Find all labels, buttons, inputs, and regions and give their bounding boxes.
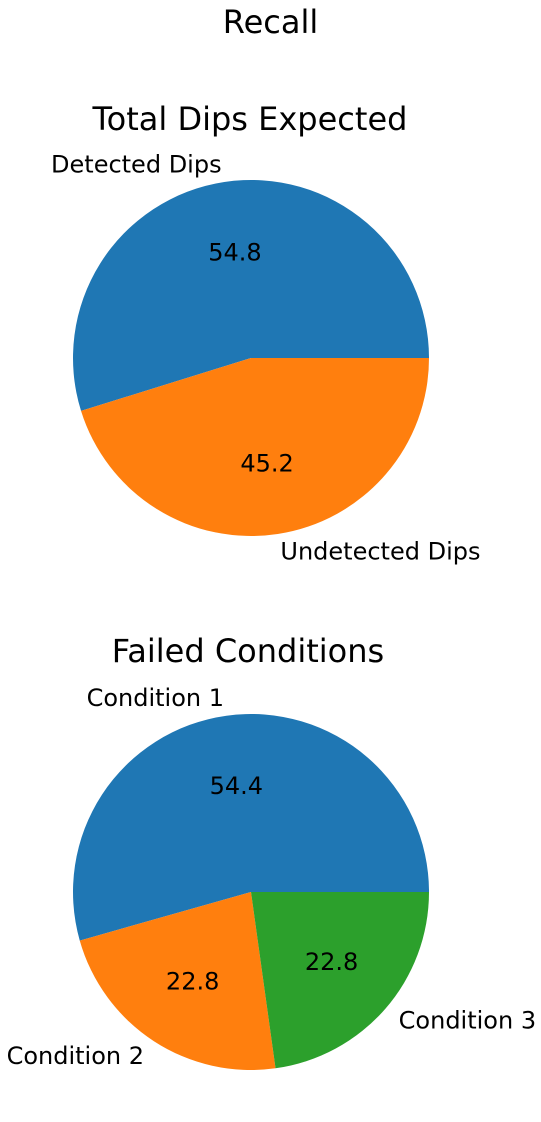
pie-category-label: Condition 1: [87, 684, 224, 712]
pie-labels: 54.4 Condition 1 22.8 Condition 2 22.8 Condit…: [7, 684, 537, 1070]
pie-percent-label: 22.8: [305, 948, 358, 976]
pie-slice-undetected-dips: [81, 358, 429, 536]
pie-labels: 54.8 Detected Dips 45.2 Undetected Dips: [51, 150, 480, 565]
pie-slice-detected-dips: [72, 179, 430, 411]
chart-title: Failed Conditions: [112, 632, 384, 670]
pie-chart-failed-conditions: Failed Conditions 54.4 Condition 1 22.8 Con…: [7, 632, 537, 1070]
pie-category-label: Condition 2: [7, 1042, 144, 1070]
pie-slice-condition-2: [79, 892, 276, 1070]
pie-percent-label: 54.4: [210, 772, 263, 800]
pie-slice-condition-1: [73, 714, 429, 941]
pie-category-label: Condition 3: [399, 1007, 536, 1035]
figure-title: Recall: [222, 3, 319, 41]
pie-slices: [73, 714, 429, 1070]
pie-chart-total-dips: Total Dips Expected 54.8 Detected Dips 45.…: [51, 100, 480, 566]
chart-title: Total Dips Expected: [92, 100, 408, 138]
pie-slice-condition-3: [251, 892, 429, 1069]
pie-slices: [72, 179, 430, 536]
pie-percent-label: 45.2: [240, 450, 293, 478]
pie-category-label: Detected Dips: [51, 150, 222, 178]
pie-percent-label: 22.8: [166, 967, 219, 995]
pie-category-label: Undetected Dips: [280, 538, 480, 566]
pie-percent-label: 54.8: [208, 238, 261, 266]
